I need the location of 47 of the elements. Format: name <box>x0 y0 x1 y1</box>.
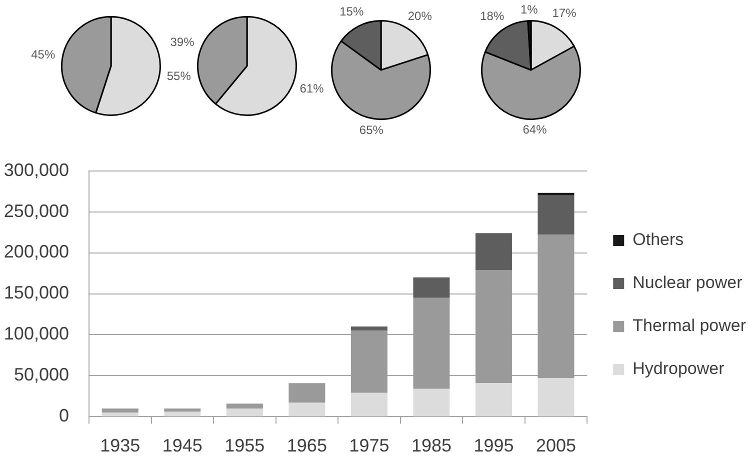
bar <box>475 383 512 416</box>
x-tick-label: 2005 <box>536 435 576 456</box>
y-tick-label: 150,000 <box>4 282 69 303</box>
bar <box>102 412 138 416</box>
x-tick-label: 1995 <box>474 435 514 456</box>
bar <box>413 277 450 298</box>
y-tick-label: 50,000 <box>14 364 69 385</box>
data-label: 20% <box>408 8 432 23</box>
bar <box>288 383 326 403</box>
y-tick-label: 0 <box>58 406 69 426</box>
bar <box>475 233 512 270</box>
bar <box>226 404 263 409</box>
data-label: 45% <box>31 48 56 62</box>
y-tick-label: 100,000 <box>4 324 69 344</box>
data-label: 39% <box>170 34 195 49</box>
bar <box>102 408 138 413</box>
data-label: 64% <box>522 122 548 136</box>
legend-label: Others <box>632 230 684 250</box>
y-tick-label: 250,000 <box>4 200 69 221</box>
x-tick-label: 1935 <box>100 435 140 456</box>
y-tick-label: 300,000 <box>4 160 69 180</box>
legend-label: Hydropower <box>632 359 725 378</box>
x-tick-label: 1985 <box>411 435 452 456</box>
data-label: 17% <box>552 6 577 20</box>
bar <box>164 408 201 412</box>
y-tick-label: 200,000 <box>4 242 69 262</box>
bar <box>413 388 450 416</box>
legend-label: Thermal power <box>632 316 746 336</box>
bar <box>164 412 201 416</box>
data-label: 55% <box>166 69 192 84</box>
bar <box>288 402 326 416</box>
bar <box>226 408 263 416</box>
x-tick-label: 1965 <box>286 435 327 456</box>
data-label: 15% <box>340 4 364 19</box>
bar <box>538 378 574 416</box>
bar <box>538 195 574 235</box>
bar <box>350 392 388 416</box>
data-label: 61% <box>300 82 324 96</box>
legend-label: Nuclear power <box>632 273 743 292</box>
x-tick-label: 1945 <box>162 435 202 456</box>
bar <box>350 326 388 331</box>
x-tick-label: 1955 <box>224 435 265 456</box>
data-label: 1% <box>520 2 538 17</box>
data-label: 65% <box>359 122 384 137</box>
bar <box>538 192 574 196</box>
data-label: 18% <box>480 8 504 23</box>
x-tick-label: 1975 <box>349 435 390 456</box>
